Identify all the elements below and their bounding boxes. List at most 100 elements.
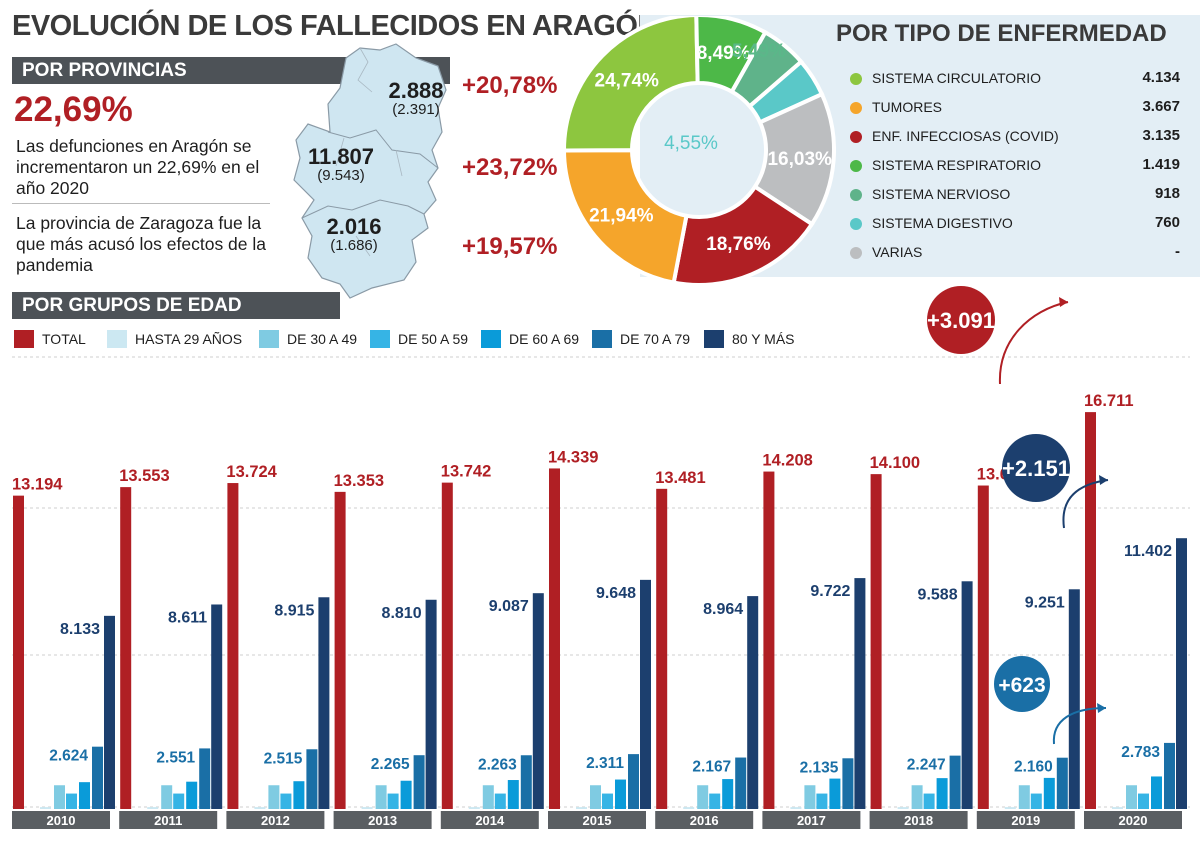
year-label: 2018 (904, 813, 933, 828)
legend-label: 80 Y MÁS (732, 331, 795, 347)
province-huesca: 2.888 (2.391) (366, 80, 466, 118)
bar-de-60-a-69 (829, 778, 841, 809)
year-group: 2014 13.742 9.087 2.263 (440, 463, 544, 829)
disease-donut-chart: 24,74% 8,49%5,49% 4,55% 16,03% 18,76% 21,94% (566, 16, 836, 287)
legend-item: SISTEMA NERVIOSO 918 (850, 184, 1180, 206)
total-value-label: 13.553 (119, 467, 169, 485)
legend-swatch (704, 330, 724, 348)
year-group: 2018 14.100 9.588 2.247 (869, 454, 973, 829)
bar-de-70-a-79 (949, 755, 961, 809)
age80-value-label: 9.648 (596, 585, 636, 602)
bar-hasta-29-a-os (40, 807, 51, 809)
age70-value-label: 2.311 (586, 755, 624, 772)
year-label: 2015 (583, 813, 612, 828)
bar-80-y-m-s (747, 596, 759, 809)
legend-value: 760 (1154, 214, 1180, 231)
age80-value-label: 8.810 (382, 605, 422, 622)
change-badge (1002, 434, 1070, 502)
donut-slice (752, 91, 836, 227)
year-label: 2011 (154, 813, 182, 828)
year-label: 2012 (261, 813, 290, 828)
change-arrow (998, 301, 1069, 385)
donut-slice (566, 148, 689, 285)
bar-de-30-a-49 (590, 785, 601, 809)
legend-value: 3.135 (1142, 127, 1180, 144)
headline-percentage: 22,69% (14, 90, 133, 129)
bar-de-70-a-79 (735, 757, 747, 809)
legend-swatch (592, 330, 612, 348)
legend-label: HASTA 29 AÑOS (135, 331, 243, 347)
bar-hasta-29-a-os (897, 807, 909, 809)
bar-de-30-a-49 (697, 785, 709, 809)
legend-item: SISTEMA CIRCULATORIO 4.134 (850, 68, 1180, 90)
bar-de-60-a-69 (79, 782, 90, 809)
legend-dot (850, 189, 862, 201)
legend-dot (850, 160, 862, 172)
legend-value: 1.419 (1142, 156, 1180, 173)
total-value-label: 14.100 (870, 454, 920, 472)
legend-label: DE 60 A 69 (509, 331, 580, 347)
donut-slice-label: 16,03% (767, 149, 832, 170)
bar-de-60-a-69 (1151, 776, 1162, 809)
bar-total (13, 495, 24, 809)
province-previous: (2.391) (392, 101, 440, 118)
age70-value-label: 2.515 (264, 750, 303, 767)
legend-label: ENF. INFECCIOSAS (COVID) (872, 128, 1059, 144)
bar-de-30-a-49 (268, 785, 280, 809)
year-band (440, 811, 539, 829)
year-band (548, 811, 646, 829)
legend-label: VARIAS (872, 244, 923, 260)
bar-80-y-m-s (211, 604, 223, 809)
bar-de-50-a-59 (66, 793, 77, 809)
bar-de-50-a-59 (387, 793, 399, 809)
legend-value: 918 (1154, 185, 1180, 202)
province-previous: (9.543) (317, 167, 365, 184)
legend-value: 4.134 (1142, 69, 1180, 86)
age80-value-label: 9.722 (810, 583, 850, 600)
age70-value-label: 2.247 (907, 757, 946, 774)
province-value: 2.016 (326, 214, 382, 239)
legend-dot (850, 131, 862, 143)
province-zaragoza: 11.807 (9.543) (286, 146, 396, 184)
province-teruel: 2.016 (1.686) (304, 216, 404, 254)
legend-item: VARIAS - (850, 242, 1180, 264)
legend-label: TUMORES (872, 99, 942, 115)
bar-total (977, 485, 989, 809)
legend-label: TOTAL (42, 331, 86, 347)
bar-de-30-a-49 (804, 785, 816, 809)
province-change-zaragoza: +23,72% (462, 154, 558, 181)
year-group: 2020 16.711 11.402 2.783 (1084, 392, 1187, 829)
age70-value-label: 2.135 (800, 759, 839, 776)
year-label: 2019 (1011, 813, 1040, 828)
change-badge (927, 286, 995, 354)
bar-de-50-a-59 (173, 793, 185, 809)
total-value-label: 13.481 (655, 469, 705, 487)
total-value-label: 14.339 (548, 448, 598, 466)
year-label: 2016 (690, 813, 719, 828)
provinces-text-1: Las defunciones en Aragón se incrementar… (16, 136, 260, 198)
legend-value: - (1175, 243, 1180, 260)
year-group: 2017 14.208 9.722 2.135 (762, 452, 866, 829)
legend-dot (850, 247, 862, 259)
age-header: POR GRUPOS DE EDAD (12, 292, 340, 319)
bar-de-60-a-69 (1043, 777, 1055, 809)
bar-de-70-a-79 (306, 749, 318, 809)
year-group: 2011 13.553 8.611 2.551 (119, 467, 223, 829)
year-band (333, 811, 432, 829)
change-badge-label: +623 (998, 674, 1045, 697)
legend-item: SISTEMA RESPIRATORIO 1.419 (850, 155, 1180, 177)
year-group: 2010 13.194 8.133 2.624 (12, 476, 115, 829)
bar-de-60-a-69 (186, 781, 198, 809)
donut-slice (671, 183, 815, 287)
bar-de-70-a-79 (199, 748, 211, 809)
age80-value-label: 8.133 (60, 621, 100, 638)
bar-de-70-a-79 (1056, 757, 1068, 809)
bar-total (334, 491, 346, 809)
bar-de-50-a-59 (280, 793, 292, 809)
legend-swatch (14, 330, 34, 348)
bar-hasta-29-a-os (254, 807, 266, 809)
bar-total (1085, 412, 1096, 809)
year-band (762, 811, 861, 829)
bar-de-60-a-69 (722, 779, 734, 809)
